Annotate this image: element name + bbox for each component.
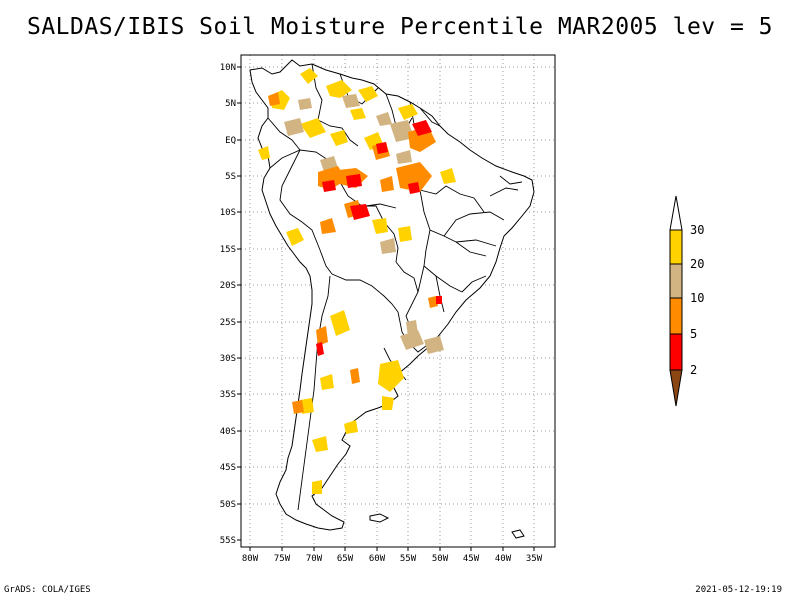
colorbar-labels: 30 20 10 5 2 [690, 223, 704, 377]
colorbar-segment-5-10 [669, 297, 683, 335]
lat-label: 50S [220, 500, 236, 510]
colorbar-segment-20-30 [669, 229, 683, 265]
lon-label: 55W [400, 554, 417, 564]
lat-label: 55S [220, 536, 236, 546]
lon-label: 50W [432, 554, 449, 564]
footer-credit: GrADS: COLA/IGES [4, 585, 91, 595]
lat-label: 15S [220, 245, 236, 255]
lat-label: EQ [225, 136, 236, 146]
lat-label: 45S [220, 463, 236, 473]
lat-label: 10N [220, 63, 236, 73]
lat-label: 30S [220, 354, 236, 364]
lat-label: 40S [220, 427, 236, 437]
colorbar-label: 2 [690, 363, 697, 377]
lat-label: 5N [225, 99, 236, 109]
lon-label: 40W [495, 554, 512, 564]
lat-label: 10S [220, 208, 236, 218]
lat-tick-marks [237, 66, 241, 541]
colorbar-label: 5 [690, 327, 697, 341]
lon-label: 65W [337, 554, 354, 564]
lat-label: 20S [220, 281, 236, 291]
map-title: SALDAS/IBIS Soil Moisture Percentile MAR… [26, 14, 774, 40]
colorbar [669, 195, 683, 407]
map-frame [240, 54, 556, 548]
lon-tick-marks [249, 547, 535, 551]
lon-label: 45W [463, 554, 480, 564]
colorbar-top-triangle [669, 195, 683, 231]
colorbar-label: 30 [690, 223, 704, 237]
lon-label: 35W [526, 554, 543, 564]
colorbar-label: 20 [690, 257, 704, 271]
lon-label: 80W [242, 554, 259, 564]
colorbar-bottom-triangle [669, 369, 683, 407]
lon-label: 60W [369, 554, 386, 564]
colorbar-segment-2-5 [669, 333, 683, 371]
colorbar-segment-10-20 [669, 263, 683, 299]
footer-timestamp: 2021-05-12-19:19 [695, 585, 782, 595]
colorbar-label: 10 [690, 291, 704, 305]
lat-labels: 10N 5N EQ 5S 10S 15S 20S 25S 30S 35S 40S… [220, 63, 236, 546]
lon-labels: 80W 75W 70W 65W 60W 55W 50W 45W 40W 35W [242, 554, 543, 564]
lat-label: 35S [220, 390, 236, 400]
lon-label: 75W [274, 554, 291, 564]
islands [369, 513, 525, 539]
lat-label: 5S [225, 172, 236, 182]
lon-label: 70W [306, 554, 323, 564]
percentile-shading [258, 68, 456, 494]
lat-label: 25S [220, 318, 236, 328]
